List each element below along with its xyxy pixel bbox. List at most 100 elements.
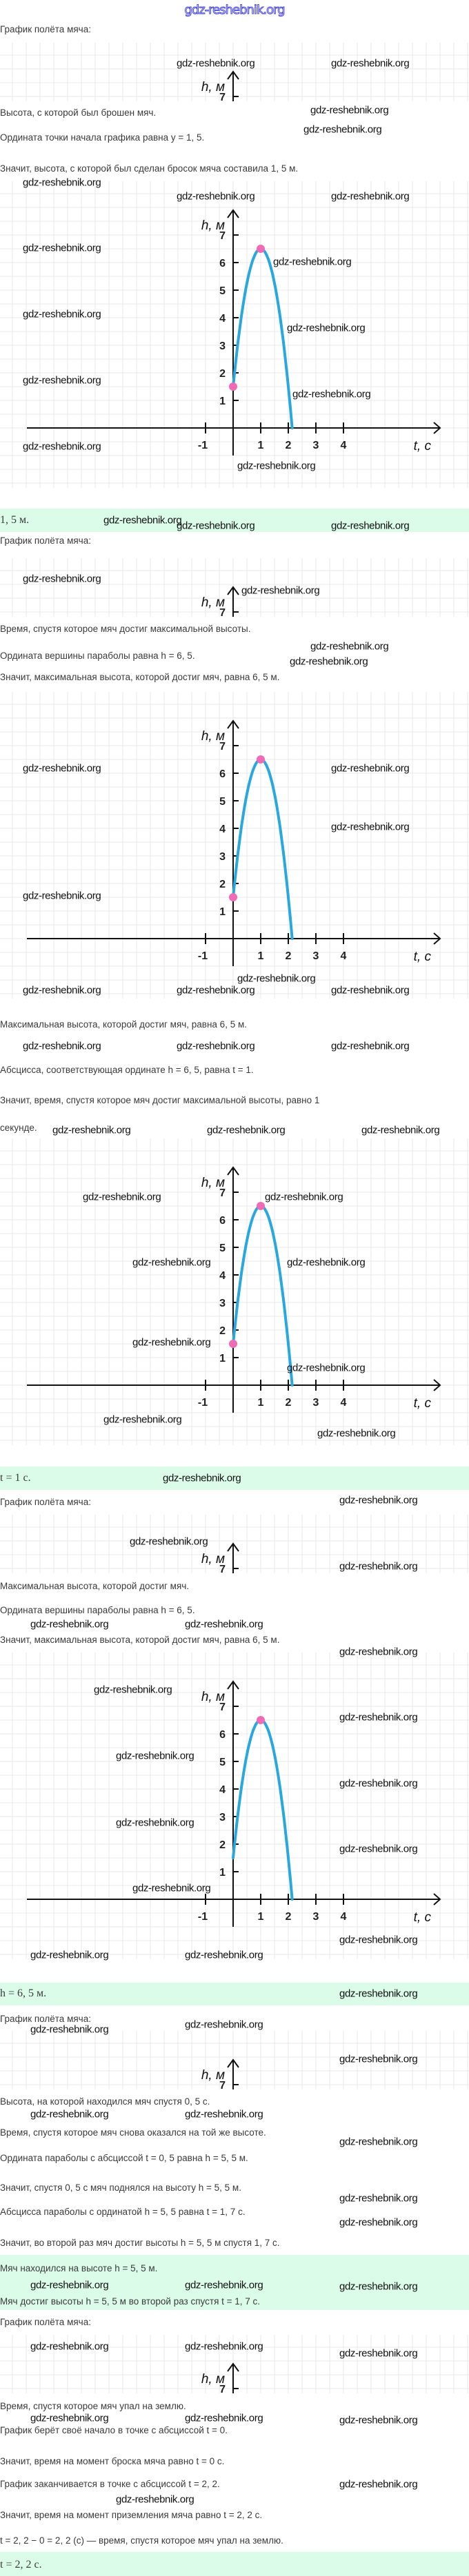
question-text: Время, спустя которое мяч снова оказался… xyxy=(0,2127,266,2138)
y-tick-label: 1 xyxy=(219,906,226,918)
x-tick-label: 1 xyxy=(258,1397,264,1409)
solution-line: Значит, время на момент приземления мяча… xyxy=(0,2510,263,2520)
y-axis-arrow-icon xyxy=(227,209,239,218)
watermark-text: gdz-reshebnik.org xyxy=(52,1124,131,1136)
y-tick-label: 7 xyxy=(219,230,226,242)
y-tick-label: 6 xyxy=(219,1215,226,1227)
answer-text: Мяч находился на высоте h = 5, 5 м. xyxy=(0,2263,158,2273)
ball-flight-graph: h, м t, с 1 2 3 4 5 6 7 -1 1 2 3 4 xyxy=(0,181,469,488)
site-watermark-header: gdz-reshebnik.org xyxy=(184,3,286,18)
y-axis-label: h, м xyxy=(201,729,225,744)
watermark-text: gdz-reshebnik.org xyxy=(30,1618,109,1631)
x-tick-label: 2 xyxy=(286,950,292,962)
solution-line: Максимальная высота, которой достиг мяч,… xyxy=(0,1019,247,1030)
watermark-text: gdz-reshebnik.org xyxy=(290,655,368,668)
y-tick-label: 7 xyxy=(219,741,226,753)
y-tick-label: 7 xyxy=(219,1701,226,1713)
ball-flight-graph: h, м t, с 1 2 3 4 5 6 7 -1 1 2 3 4 xyxy=(0,1653,469,1959)
start-point xyxy=(229,893,237,901)
x-tick-label: 3 xyxy=(313,440,319,451)
section-heading: График полёта мяча: xyxy=(0,1497,91,1507)
y-tick-label: 4 xyxy=(219,313,226,325)
y-tick-label: 7 xyxy=(219,2080,226,2089)
y-tick-label: 4 xyxy=(219,1784,226,1796)
answer-text: Мяч достиг высоты h = 5, 5 м во второй р… xyxy=(0,2296,261,2307)
vertex-point xyxy=(257,1202,265,1210)
x-tick-label: 3 xyxy=(313,1911,319,1923)
watermark-text: gdz-reshebnik.org xyxy=(303,123,382,136)
y-axis-arrow-icon xyxy=(227,586,239,595)
solution-line: Значит, максимальная высота, которой дос… xyxy=(0,1635,280,1645)
x-tick-label: -1 xyxy=(198,950,208,962)
y-tick-label: 2 xyxy=(219,1839,226,1851)
parabola-curve xyxy=(232,1718,294,1901)
vertex-point xyxy=(257,245,265,253)
question-text: Высота, с которой был брошен мяч. xyxy=(0,108,157,118)
x-axis-label: t, с xyxy=(414,1910,432,1925)
y-tick-label: 5 xyxy=(219,1757,226,1768)
section-heading: График полёта мяча: xyxy=(0,535,91,546)
x-tick-label: -1 xyxy=(198,1397,208,1409)
y-tick-label: 4 xyxy=(219,1270,226,1282)
grid xyxy=(0,2335,469,2393)
x-axis-label: t, с xyxy=(414,950,432,964)
x-tick-label: 4 xyxy=(341,1911,347,1923)
y-tick-label: 3 xyxy=(219,851,226,863)
y-axis-arrow-icon xyxy=(227,1542,239,1552)
solution-line: секунде. xyxy=(0,1123,37,1133)
start-point xyxy=(229,1340,237,1348)
x-tick-label: 1 xyxy=(258,440,264,451)
solution-line: Значит, высота, с которой был сделан бро… xyxy=(0,163,299,174)
vertex-point xyxy=(257,755,265,764)
watermark-text: gdz-reshebnik.org xyxy=(185,2108,263,2120)
answer-box: Мяч находился на высоте h = 5, 5 м. Мяч … xyxy=(0,2255,469,2310)
x-tick-label: -1 xyxy=(198,440,208,451)
solution-line: t = 2, 2 − 0 = 2, 2 (с) — время, спустя … xyxy=(0,2535,283,2546)
y-axis-arrow-icon xyxy=(227,2058,239,2068)
y-axis-label: h, м xyxy=(201,2068,225,2083)
answer-box: 1, 5 м. xyxy=(0,509,469,532)
y-axis-label: h, м xyxy=(201,1176,225,1190)
watermark-text: gdz-reshebnik.org xyxy=(339,2216,418,2229)
answer-box: t = 1 с. xyxy=(0,1466,469,1490)
y-tick-label: 3 xyxy=(219,340,226,352)
parabola-curve xyxy=(232,757,294,940)
y-tick-label: 2 xyxy=(219,879,226,890)
x-tick-label: 3 xyxy=(313,950,319,962)
question-text: Время, спустя которое мяч достиг максима… xyxy=(0,624,251,634)
solution-line: Абсцисса параболы с ординатой h = 5, 5 р… xyxy=(0,2207,246,2217)
grid xyxy=(0,181,469,488)
answer-text: t = 1 с. xyxy=(0,1472,31,1484)
grid xyxy=(0,1138,469,1445)
x-axis-arrow-icon xyxy=(433,1893,441,1905)
vertex-point xyxy=(257,1716,265,1724)
start-point xyxy=(229,382,237,391)
watermark-text: gdz-reshebnik.org xyxy=(185,2412,263,2424)
question-text: Время, спустя которое мяч упал на землю. xyxy=(0,2401,186,2411)
x-axis-label: t, с xyxy=(414,1396,432,1411)
y-tick-label: 7 xyxy=(219,607,226,617)
y-axis-arrow-icon xyxy=(227,1166,239,1176)
y-axis-label: h, м xyxy=(201,2372,225,2386)
watermark-text: gdz-reshebnik.org xyxy=(30,2412,109,2424)
y-tick-label: 3 xyxy=(219,1812,226,1823)
y-tick-label: 1 xyxy=(219,1353,226,1364)
answer-text: h = 6, 5 м. xyxy=(0,1987,47,1999)
watermark-text: gdz-reshebnik.org xyxy=(185,2018,263,2031)
parabola-curve xyxy=(232,247,294,429)
y-tick-label: 7 xyxy=(219,1564,226,1573)
ball-flight-graph: h, м t, с 1 2 3 4 5 6 7 -1 1 2 3 4 xyxy=(0,692,469,999)
x-tick-label: 2 xyxy=(286,1911,292,1923)
watermark-text: gdz-reshebnik.org xyxy=(30,2108,109,2120)
